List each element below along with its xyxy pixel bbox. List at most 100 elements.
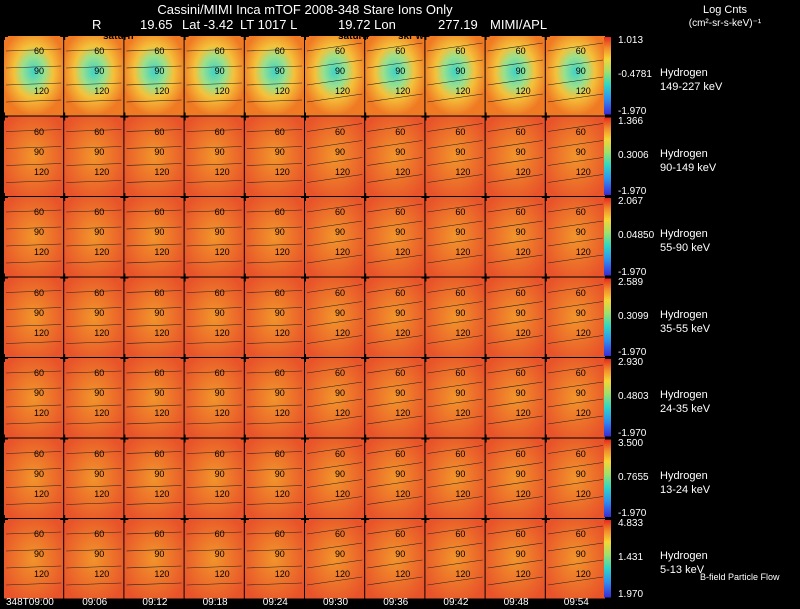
image-cell [545,36,605,116]
contour-label: 60 [575,287,586,298]
contour-label: 60 [455,126,466,137]
contour-label: 90 [154,468,165,479]
row-species-label: Hydrogen 5-13 keV [660,549,708,577]
contour-label: 120 [575,408,591,418]
contour-line [246,163,303,166]
contour-label: 120 [455,247,471,257]
colorbar-cmax-label: 2.589 [618,276,644,288]
contour-line [126,243,182,247]
energy-range: 24-35 keV [660,403,711,415]
contour-line [186,290,242,293]
contour-line [126,260,182,264]
contour-line [367,496,423,505]
contour-label: 120 [515,569,531,579]
contour-line [487,398,543,408]
contour-line [186,565,242,569]
contour-line [246,341,303,344]
crosshair-marker [240,32,249,40]
contour-label: 60 [94,46,105,56]
contour-label: 60 [335,368,346,378]
image-cell [545,519,605,599]
contour-label: 60 [335,529,346,539]
colorbar-cmax-label: 2.067 [618,196,644,207]
contour-line [306,42,363,52]
contour-line [306,157,363,166]
contour-line [306,203,363,213]
contour-label: 120 [335,408,351,418]
contour-line [5,260,62,264]
contour-line [306,381,363,391]
contour-line [186,146,242,149]
crosshair-marker [240,354,249,362]
contour-line [186,485,242,488]
contour-line [547,220,604,230]
crosshair-marker [481,515,490,523]
contour-label: 60 [395,207,406,217]
contour-label: 120 [154,408,170,418]
contour-line [5,387,62,391]
contour-label: 60 [335,448,346,459]
contour-line [126,502,182,505]
contour-line [5,163,62,166]
contour-line [66,163,122,166]
crosshair-marker [0,112,8,121]
contour-line [66,324,122,327]
contour-line [66,387,122,391]
contour-line [427,525,483,535]
contour-label: 120 [94,569,110,579]
contour-label: 120 [455,86,471,96]
contour-line [186,468,242,471]
contour-label: 90 [515,146,526,157]
contour-label: 90 [395,388,406,398]
contour-line [186,65,242,69]
image-cell [485,116,545,196]
contour-line [66,548,122,552]
contour-label: 60 [515,287,526,298]
contour-line [367,479,423,488]
contour-line [487,525,543,535]
contour-line [126,485,182,488]
contour-label: 90 [515,307,526,318]
contour-line [547,203,604,213]
colorbar-cmax-label: 4.833 [618,518,644,529]
image-cell [485,519,545,599]
contour-label: 120 [154,488,170,499]
image-cell [425,277,485,357]
contour-label: 120 [455,569,471,579]
species-name: Hydrogen [660,308,708,321]
contour-label: 90 [455,388,466,398]
contour-label: 120 [335,166,351,177]
contour-line [186,451,242,454]
time-label: 09:48 [503,597,529,608]
crosshair-marker [180,32,189,40]
crosshair-marker [421,515,430,523]
contour-line [487,462,543,471]
crosshair-marker [240,112,249,121]
energy-range: 5-13 keV [660,564,705,576]
contour-label: 60 [94,207,105,217]
contour-label: 90 [94,66,105,76]
contour-label: 90 [455,146,466,157]
image-cell [425,197,485,277]
contour-label: 120 [34,327,50,338]
contour-line [306,525,363,535]
contour-label: 60 [34,368,45,378]
colorbar-cmin-label: -1.970 [618,347,647,358]
contour-label: 60 [214,529,225,539]
contour-line [66,404,122,408]
row-species-label: Hydrogen 149-227 keV [660,66,722,94]
contour-line [186,307,242,310]
contour-label: 60 [154,368,165,378]
contour-label: 60 [154,46,165,56]
contour-line [487,59,543,69]
contour-label: 60 [274,368,285,378]
lon2-value: 277.19 [438,17,478,32]
crosshair-marker [361,434,370,443]
crosshair-marker [60,273,69,282]
contour-label: 90 [515,388,526,398]
contour-label: 90 [154,388,165,398]
legend-units: (cm²-sr-s-keV)⁻¹ [688,18,762,29]
contour-line [126,548,182,552]
crosshair-marker [120,193,129,201]
contour-line [547,42,604,52]
